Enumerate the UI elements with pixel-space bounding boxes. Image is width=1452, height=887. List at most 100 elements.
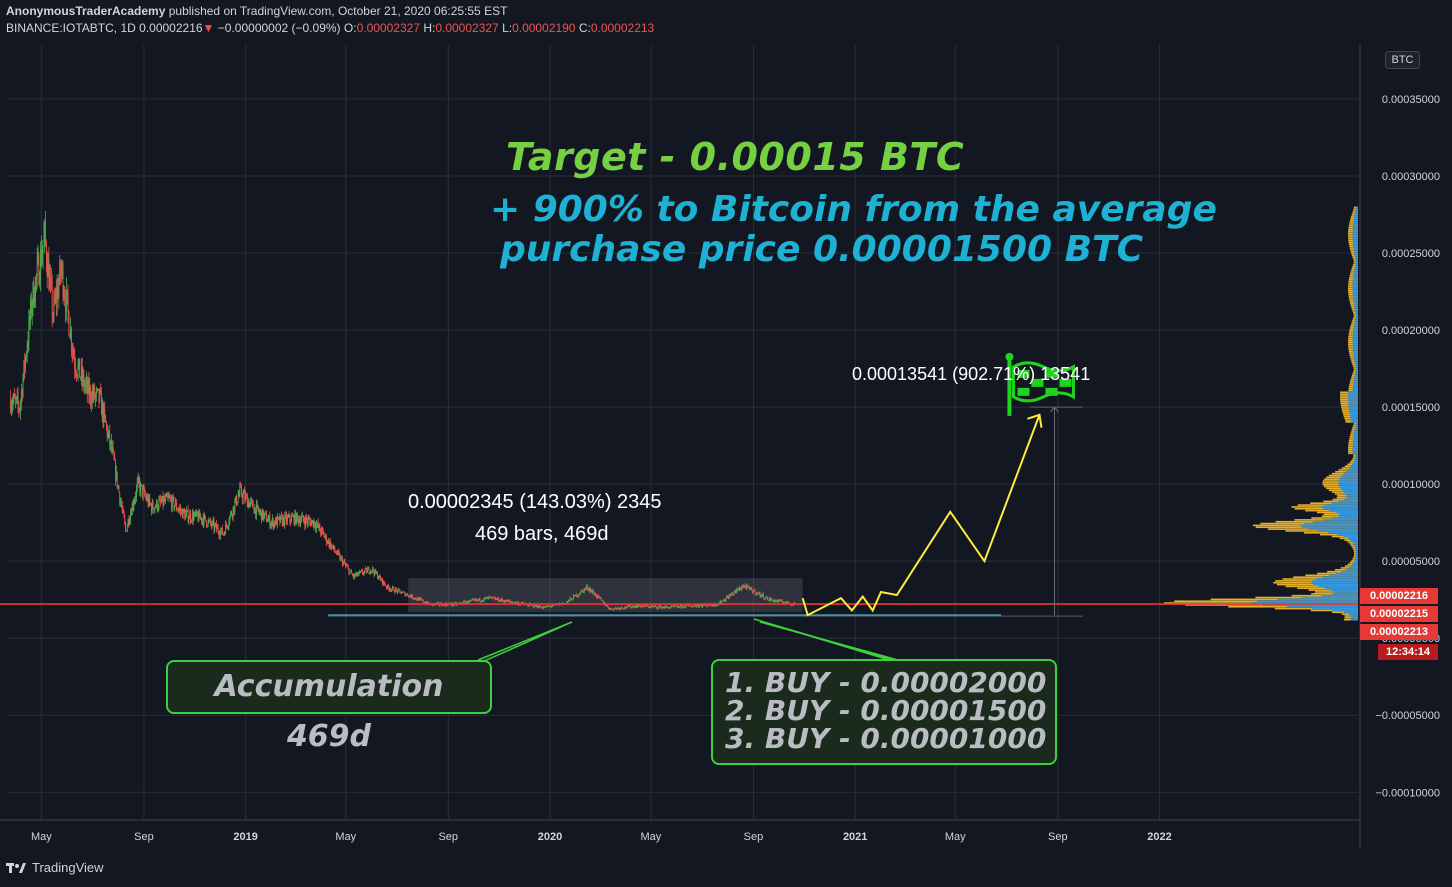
profit-annotation[interactable]: + 900% to Bitcoin from the average purch… (490, 190, 1217, 270)
candle-body (132, 503, 134, 507)
candle-body (703, 604, 704, 606)
candle-body (384, 583, 386, 586)
accumulation-bars-label[interactable]: 469 bars, 469d (475, 523, 609, 545)
candle-body (188, 518, 190, 521)
flag-check (1045, 369, 1058, 378)
candle-body (363, 571, 365, 574)
candle-body (442, 605, 443, 607)
vp-row-up (1352, 345, 1358, 347)
publisher-name[interactable]: AnonymousTraderAcademy (6, 4, 166, 18)
candle-body (484, 597, 486, 599)
vp-row-up (1338, 515, 1358, 517)
candle-body (32, 282, 34, 305)
accumulation-measure-label[interactable]: 0.00002345 (143.03%) 2345 (408, 491, 662, 513)
candle-body (781, 600, 783, 602)
vp-row-up (1353, 245, 1358, 248)
candle-body (269, 515, 271, 527)
candle-body (370, 570, 372, 573)
candle-body (618, 607, 620, 610)
last-price-tag: 0.00002216 (1360, 588, 1438, 604)
candle-body (699, 605, 701, 606)
vp-row-up (1354, 428, 1358, 431)
accumulation-callout[interactable]: Accumulation 469d (166, 660, 492, 754)
candle-body (660, 605, 662, 609)
candle-body (676, 605, 678, 607)
tradingview-footer[interactable]: TradingView (6, 860, 104, 875)
candle-body (285, 515, 287, 516)
buy-levels-callout[interactable]: 1. BUY - 0.00002000 2. BUY - 0.00001500 … (711, 659, 1057, 765)
vp-row-up (1324, 504, 1358, 506)
candle-body (602, 600, 604, 604)
symbol-name[interactable]: BINANCE:IOTABTC, 1D (6, 21, 136, 35)
candle-body (512, 602, 514, 604)
candle-body (264, 512, 266, 515)
candle-body (115, 460, 116, 480)
x-tick-label: May (945, 831, 966, 843)
candle-body (173, 497, 175, 509)
vp-row-up (1304, 522, 1358, 525)
candle-body (572, 599, 573, 601)
candle-body (175, 502, 177, 507)
candle-body (217, 527, 219, 532)
candle-body (146, 496, 147, 501)
candle-body (287, 516, 289, 518)
candle-body (707, 605, 708, 607)
candle-body (407, 593, 408, 596)
candle-body (532, 604, 533, 606)
candle-body (23, 360, 25, 379)
candle-body (769, 598, 771, 601)
candle-body (366, 568, 367, 573)
candle-body (675, 605, 677, 607)
candle-body (673, 605, 674, 607)
candle-body (374, 569, 376, 575)
candle-body (99, 390, 101, 402)
vp-row-up (1350, 419, 1358, 421)
currency-badge[interactable]: BTC (1385, 51, 1420, 69)
candle-body (178, 509, 180, 511)
candle-body (376, 572, 378, 579)
candle-body (512, 602, 513, 604)
x-tick-label: May (335, 831, 356, 843)
vp-row-up (1286, 605, 1358, 608)
vp-row-up (1353, 300, 1358, 303)
buy-level-2: 2. BUY - 0.00001500 (725, 694, 1047, 727)
candle-body (749, 587, 751, 589)
candle-body (362, 573, 364, 575)
candle-body (385, 585, 387, 587)
candle-body (768, 598, 770, 600)
candle-body (312, 520, 314, 527)
candle-body (313, 521, 315, 527)
y-axis-ticks: 0.00035000 0.00030000 0.00025000 0.00020000… (1375, 94, 1440, 799)
candle-body (209, 519, 211, 521)
candle-body (642, 605, 643, 607)
target-measure-label[interactable]: 0.00013541 (902.71%) 13541 (852, 364, 1091, 384)
vp-row-up (1352, 230, 1358, 233)
candle-body (586, 586, 588, 589)
candle-body (684, 607, 686, 609)
candle-body (245, 495, 247, 500)
candle-body (255, 507, 257, 516)
candle-body (156, 500, 157, 507)
tradingview-logo-icon (6, 862, 26, 873)
candle-body (98, 388, 100, 402)
vp-row-up (1324, 587, 1358, 590)
candle-body (334, 549, 336, 552)
candle-body (761, 594, 763, 596)
candle-body (176, 502, 177, 510)
candle-body (389, 589, 391, 591)
candle-body (126, 525, 128, 532)
target-annotation[interactable]: Target - 0.00015 BTC (506, 135, 965, 179)
candle-body (337, 550, 339, 553)
vp-row-up (1312, 607, 1358, 610)
candle-body (338, 552, 340, 555)
candle-body (187, 510, 189, 521)
vp-row-up (1355, 422, 1358, 425)
candle-body (467, 601, 468, 604)
vp-row-up (1352, 284, 1358, 286)
candle-body (85, 380, 87, 384)
candle-body (17, 395, 19, 404)
x-tick-label: 2020 (538, 831, 562, 843)
volume-profile (1163, 206, 1358, 621)
candle-body (159, 498, 161, 501)
candle-body (662, 607, 663, 608)
